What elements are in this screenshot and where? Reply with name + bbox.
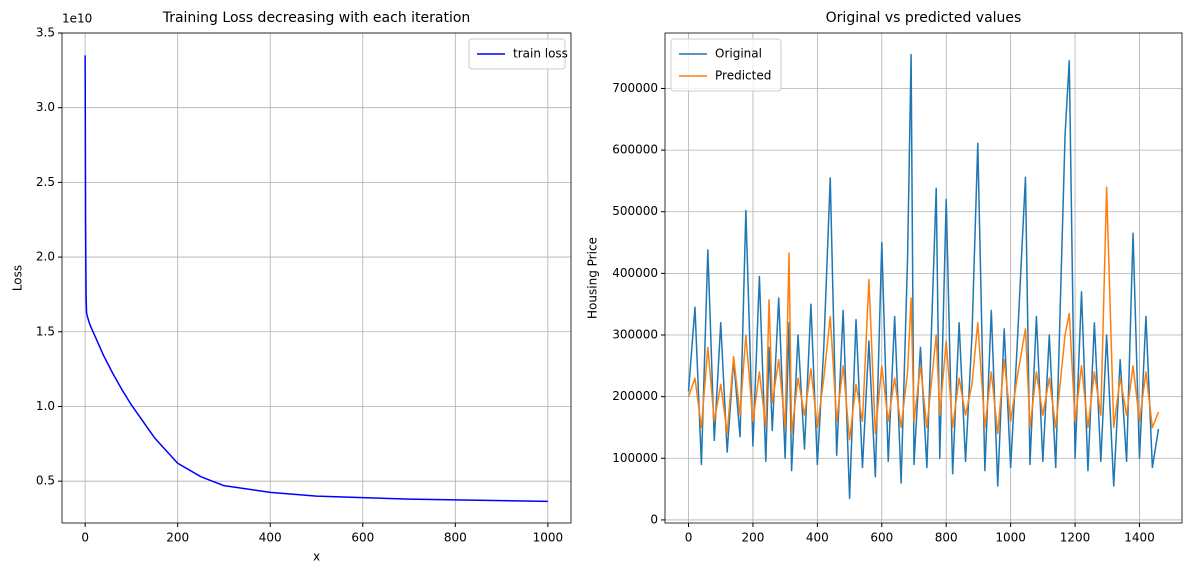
x-tick-label: 600: [351, 531, 374, 545]
y-tick-label: 1.0: [36, 399, 55, 413]
y-tick-label: 1.5: [36, 324, 55, 338]
y-offset-label: 1e10: [62, 12, 92, 26]
series-line: [687, 53, 1160, 500]
legend-label: Original: [715, 47, 762, 61]
y-tick-label: 0: [650, 512, 658, 526]
legend-label: train loss: [513, 47, 568, 61]
x-tick-label: 400: [806, 531, 829, 545]
y-axis-label: Housing Price: [586, 237, 600, 319]
y-tick-label: 600000: [612, 143, 658, 157]
plot-frame: [61, 32, 572, 524]
x-tick-label: 400: [259, 531, 282, 545]
x-tick-label: 200: [741, 531, 764, 545]
x-tick-label: 600: [870, 531, 893, 545]
y-tick-label: 400000: [612, 266, 658, 280]
x-tick-label: 200: [166, 531, 189, 545]
y-tick-label: 3.5: [36, 26, 55, 40]
x-tick-label: 800: [444, 531, 467, 545]
series-line: [84, 55, 548, 503]
y-tick-label: 0.5: [36, 474, 55, 488]
chart-title: Training Loss decreasing with each itera…: [162, 10, 471, 26]
y-tick-label: 700000: [612, 81, 658, 95]
x-tick-label: 1400: [1124, 531, 1155, 545]
y-tick-label: 200000: [612, 389, 658, 403]
x-tick-label: 1200: [1060, 531, 1091, 545]
plot-frame: [664, 32, 1183, 524]
y-tick-label: 500000: [612, 204, 658, 218]
x-tick-label: 800: [935, 531, 958, 545]
y-axis-label: Loss: [11, 265, 25, 291]
y-tick-label: 300000: [612, 328, 658, 342]
y-tick-label: 2.5: [36, 175, 55, 189]
x-tick-label: 0: [685, 531, 693, 545]
legend-label: Predicted: [715, 69, 771, 83]
legend-box: [468, 38, 566, 70]
legend-box: [670, 38, 782, 92]
x-axis-label: x: [313, 550, 320, 564]
y-tick-label: 100000: [612, 451, 658, 465]
chart-title: Original vs predicted values: [826, 10, 1022, 26]
x-tick-label: 0: [81, 531, 89, 545]
x-tick-label: 1000: [995, 531, 1026, 545]
series-line: [687, 186, 1160, 441]
x-tick-label: 1000: [533, 531, 564, 545]
y-tick-label: 3.0: [36, 100, 55, 114]
y-tick-label: 2.0: [36, 250, 55, 264]
